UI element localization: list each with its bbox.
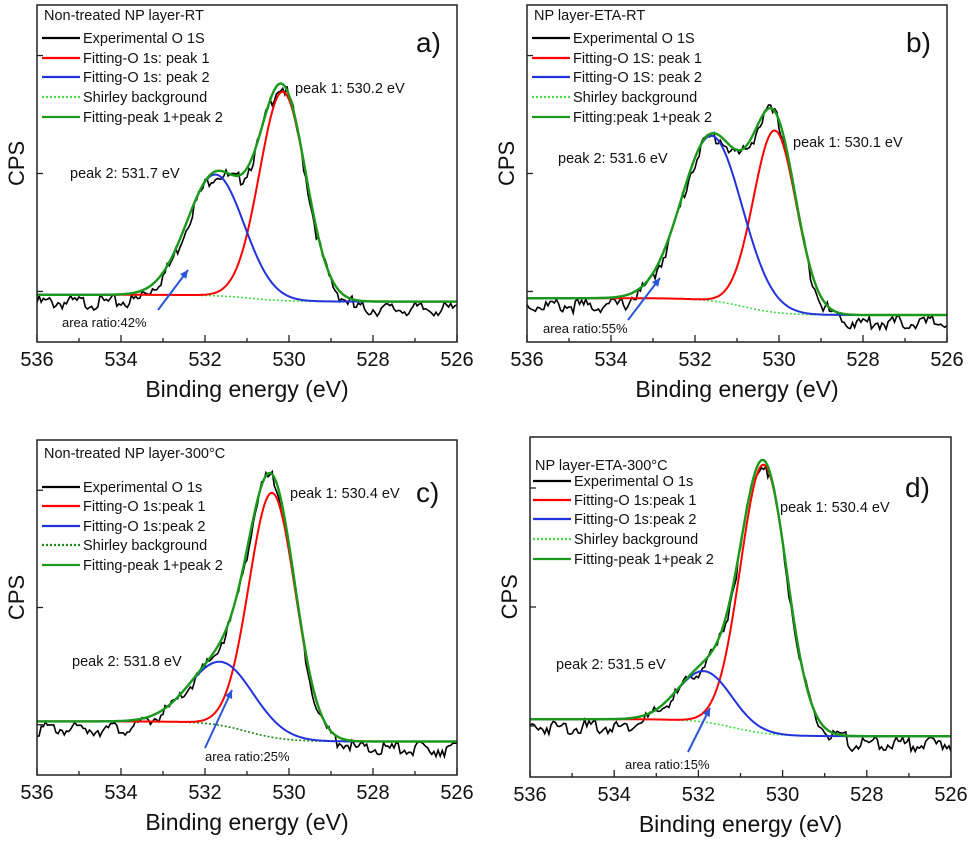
panel-a: 536 534 532 530 528 526 Binding energy (eV) CPS… <box>4 4 474 402</box>
arrow-line <box>627 277 661 321</box>
shirley-background-line <box>37 720 457 743</box>
experimental-line <box>37 469 457 760</box>
arrow-head-icon <box>702 708 710 717</box>
x-tick-label: 534 <box>104 782 137 804</box>
arrow-line <box>204 689 233 749</box>
panel-title: NP layer-ETA-RT <box>534 8 645 24</box>
shirley-background-line <box>527 297 947 316</box>
x-tick-label: 536 <box>20 782 53 804</box>
area-ratio-label: area ratio:15% <box>625 757 710 772</box>
sum-fit-line <box>530 458 951 738</box>
x-tick-label: 530 <box>272 349 305 371</box>
area-ratio-label: area ratio:55% <box>543 321 628 336</box>
plot-area <box>527 104 947 332</box>
legend-label: Experimental O 1s <box>83 480 202 496</box>
peak1-label: peak 1: 530.4 eV <box>290 486 400 502</box>
arrow-line <box>687 707 711 753</box>
x-tick-label: 532 <box>188 782 221 804</box>
x-tick-label: 536 <box>20 349 53 371</box>
x-tick-label: 534 <box>104 349 137 371</box>
legend-label: Fitting-O 1S: peak 2 <box>573 70 702 86</box>
panel-letter: d) <box>905 472 930 503</box>
y-axis-label: CPS <box>4 575 29 620</box>
peak1-label: peak 1: 530.4 eV <box>780 500 890 516</box>
panel-letter: c) <box>416 477 439 508</box>
peak2-label: peak 2: 531.5 eV <box>556 657 666 673</box>
x-tick-label: 528 <box>850 784 883 806</box>
x-tick-label: 526 <box>440 349 473 371</box>
legend-label: Fitting-peak 1+peak 2 <box>574 552 714 568</box>
legend-label: Shirley background <box>573 90 697 106</box>
plot-area <box>37 469 457 760</box>
legend-label: Fitting-peak 1+peak 2 <box>83 110 223 126</box>
legend-label: Fitting:peak 1+peak 2 <box>573 110 712 126</box>
legend-label: Fitting-O 1s:peak 1 <box>574 493 697 509</box>
panel-letter: a) <box>416 27 441 58</box>
x-tick-label: 534 <box>598 784 631 806</box>
plot-area <box>530 458 951 754</box>
x-axis-label: Binding energy (eV) <box>145 809 348 835</box>
x-tick-label: 528 <box>356 349 389 371</box>
x-tick-label: 526 <box>934 784 967 806</box>
panel-d: 536 534 532 530 528 526 Binding energy (eV) CPS… <box>497 436 968 837</box>
legend-label: Shirley background <box>574 532 698 548</box>
arrow-head-icon <box>180 270 188 279</box>
x-tick-label: 530 <box>766 784 799 806</box>
x-tick-label: 530 <box>762 349 795 371</box>
x-tick-label: 532 <box>678 349 711 371</box>
x-tick-label: 530 <box>272 782 305 804</box>
legend-label: Fitting-O 1S: peak 1 <box>573 51 702 67</box>
legend-label: Fitting-peak 1+peak 2 <box>83 558 223 574</box>
arrow-head-icon <box>651 278 660 287</box>
sum-fit-line <box>37 471 457 743</box>
sum-fit-line <box>527 106 947 317</box>
x-axis-label: Binding energy (eV) <box>145 376 348 402</box>
legend-label: Experimental O 1S <box>573 31 695 47</box>
experimental-line <box>37 86 457 318</box>
peak2-label: peak 2: 531.7 eV <box>70 166 180 182</box>
legend-label: Fitting-O 1s: peak 2 <box>83 70 210 86</box>
panel-letter: b) <box>906 27 931 58</box>
panel-title: Non-treated NP layer-300°C <box>44 446 225 462</box>
plot-area <box>37 82 457 318</box>
panel-title: NP layer-ETA-300°C <box>535 458 668 474</box>
x-tick-label: 528 <box>356 782 389 804</box>
legend-label: Fitting-O 1s:peak 2 <box>574 512 697 528</box>
x-tick-label: 526 <box>440 782 473 804</box>
x-tick-label: 534 <box>594 349 627 371</box>
x-tick-label: 536 <box>513 784 546 806</box>
x-tick-label: 532 <box>188 349 221 371</box>
legend-label: Experimental O 1s <box>574 474 693 490</box>
peak2-label: peak 2: 531.8 eV <box>72 654 182 670</box>
legend-label: Shirley background <box>83 538 207 554</box>
x-axis-label: Binding energy (eV) <box>639 811 842 837</box>
panel-c: 536 534 532 530 528 526 Binding energy (eV) CPS… <box>4 439 474 835</box>
legend-label: Shirley background <box>83 90 207 106</box>
y-axis-label: CPS <box>4 141 29 186</box>
y-axis-label: CPS <box>497 574 522 619</box>
x-tick-label: 536 <box>510 349 543 371</box>
legend-label: Fitting-O 1s:peak 2 <box>83 519 206 535</box>
arrow-head-icon <box>225 690 233 699</box>
x-tick-label: 526 <box>930 349 963 371</box>
arrow-line <box>157 269 189 311</box>
legend-label: Experimental O 1S <box>83 31 205 47</box>
panel-title: Non-treated NP layer-RT <box>44 8 204 24</box>
panel-b: 536 534 532 530 528 526 Binding energy (eV) CPS… <box>494 4 964 402</box>
x-tick-label: 528 <box>846 349 879 371</box>
y-axis-label: CPS <box>494 141 519 186</box>
area-ratio-label: area ratio:25% <box>205 749 290 764</box>
peak1-label: peak 1: 530.1 eV <box>793 135 903 151</box>
sum-fit-line <box>37 82 457 303</box>
peak2-label: peak 2: 531.6 eV <box>558 151 668 167</box>
peak1-label: peak 1: 530.2 eV <box>295 81 405 97</box>
peak2-fit-line <box>530 670 951 738</box>
x-tick-label: 532 <box>682 784 715 806</box>
legend-label: Fitting-O 1s:peak 1 <box>83 499 206 515</box>
legend-label: Fitting-O 1s: peak 1 <box>83 51 210 67</box>
area-ratio-label: area ratio:42% <box>62 315 147 330</box>
peak2-fit-line <box>37 660 457 743</box>
x-axis-label: Binding energy (eV) <box>635 376 838 402</box>
